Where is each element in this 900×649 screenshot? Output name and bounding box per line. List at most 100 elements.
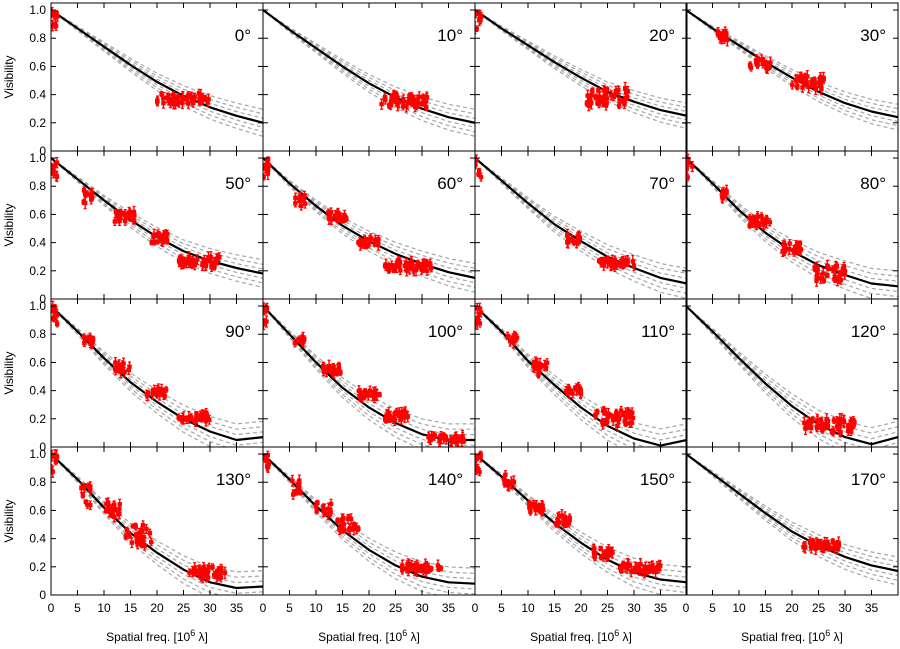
data-point xyxy=(589,92,594,98)
data-point xyxy=(263,321,266,327)
data-cluster xyxy=(263,302,270,331)
data-cluster xyxy=(263,156,272,181)
data-point xyxy=(614,410,619,415)
data-point xyxy=(815,418,820,423)
data-point xyxy=(154,388,160,394)
angle-label: 80° xyxy=(860,174,886,193)
data-point xyxy=(165,238,170,244)
data-point xyxy=(586,99,592,104)
data-point xyxy=(159,91,164,97)
data-point xyxy=(593,94,598,100)
x-tick-label: 35 xyxy=(230,601,244,615)
alt-model-curve xyxy=(475,305,687,436)
data-point xyxy=(810,417,815,422)
data-point xyxy=(112,219,118,224)
data-point xyxy=(435,563,441,568)
data-point xyxy=(222,570,228,576)
data-point xyxy=(118,209,123,215)
data-point xyxy=(263,456,269,462)
data-point xyxy=(197,98,202,104)
data-point xyxy=(608,413,613,418)
data-cluster xyxy=(790,69,826,96)
alt-model-curve xyxy=(475,9,687,129)
angle-label: 120° xyxy=(851,322,886,341)
data-point xyxy=(198,93,203,98)
x-tick-label: 10 xyxy=(97,601,111,615)
panel-8: 0 0.2 0.4 0.6 0.8 1.0 90° xyxy=(29,298,264,454)
data-point xyxy=(815,267,820,272)
data-point xyxy=(822,423,827,428)
data-point xyxy=(838,429,843,435)
data-point xyxy=(112,514,117,519)
data-point xyxy=(263,318,267,323)
data-point xyxy=(461,438,467,443)
data-point xyxy=(615,415,621,421)
alt-model-curve xyxy=(263,9,475,115)
data-point xyxy=(373,388,378,394)
data-point xyxy=(389,262,394,268)
model-curve xyxy=(686,305,898,446)
data-point xyxy=(437,438,442,444)
data-point xyxy=(725,37,730,43)
data-point xyxy=(366,242,371,248)
data-point xyxy=(805,74,810,79)
data-point xyxy=(155,99,160,104)
data-point xyxy=(578,390,583,395)
panel-10: 110° xyxy=(474,298,688,448)
alt-model-curve xyxy=(51,453,263,578)
data-cluster xyxy=(593,405,636,432)
data-point xyxy=(126,210,132,216)
data-cluster xyxy=(565,228,583,249)
data-point xyxy=(760,57,766,62)
data-point xyxy=(747,223,752,228)
angle-label: 0° xyxy=(235,26,251,45)
data-cluster xyxy=(505,330,520,349)
data-point xyxy=(398,268,403,273)
data-point xyxy=(475,11,479,17)
data-point xyxy=(192,262,198,267)
plot-area xyxy=(263,450,475,595)
data-point xyxy=(265,465,271,470)
data-point xyxy=(426,434,432,439)
data-point xyxy=(590,88,595,93)
data-point xyxy=(298,490,303,495)
data-point xyxy=(611,261,617,267)
data-point xyxy=(130,523,136,529)
data-cluster xyxy=(187,561,228,584)
data-point xyxy=(808,425,814,430)
data-point xyxy=(412,104,418,110)
y-tick-label: 0.6 xyxy=(29,503,46,517)
data-point xyxy=(357,393,362,399)
data-point xyxy=(161,390,166,395)
alt-model-curve xyxy=(263,9,475,133)
data-point xyxy=(327,508,332,513)
data-point xyxy=(596,88,601,93)
data-point xyxy=(362,388,368,394)
data-point xyxy=(747,215,752,221)
alt-model-curve xyxy=(51,453,224,595)
data-point xyxy=(265,452,271,458)
data-point xyxy=(510,335,516,341)
data-point xyxy=(407,97,413,102)
data-point xyxy=(382,263,388,268)
data-point xyxy=(54,173,59,178)
alt-model-curve xyxy=(475,453,687,594)
data-cluster xyxy=(715,26,730,47)
data-point xyxy=(405,414,410,419)
data-point xyxy=(417,565,422,571)
data-point xyxy=(218,565,224,571)
data-point xyxy=(214,574,220,580)
data-point xyxy=(812,265,817,270)
data-point xyxy=(849,425,854,431)
plot-area xyxy=(263,302,475,447)
data-point xyxy=(182,259,187,264)
data-point xyxy=(348,516,354,522)
data-point xyxy=(342,528,347,533)
alt-model-curve xyxy=(686,305,846,447)
data-point xyxy=(623,258,628,264)
data-point xyxy=(209,265,214,270)
data-point xyxy=(51,23,55,28)
data-point xyxy=(387,417,392,423)
alt-model-curve xyxy=(51,453,263,584)
